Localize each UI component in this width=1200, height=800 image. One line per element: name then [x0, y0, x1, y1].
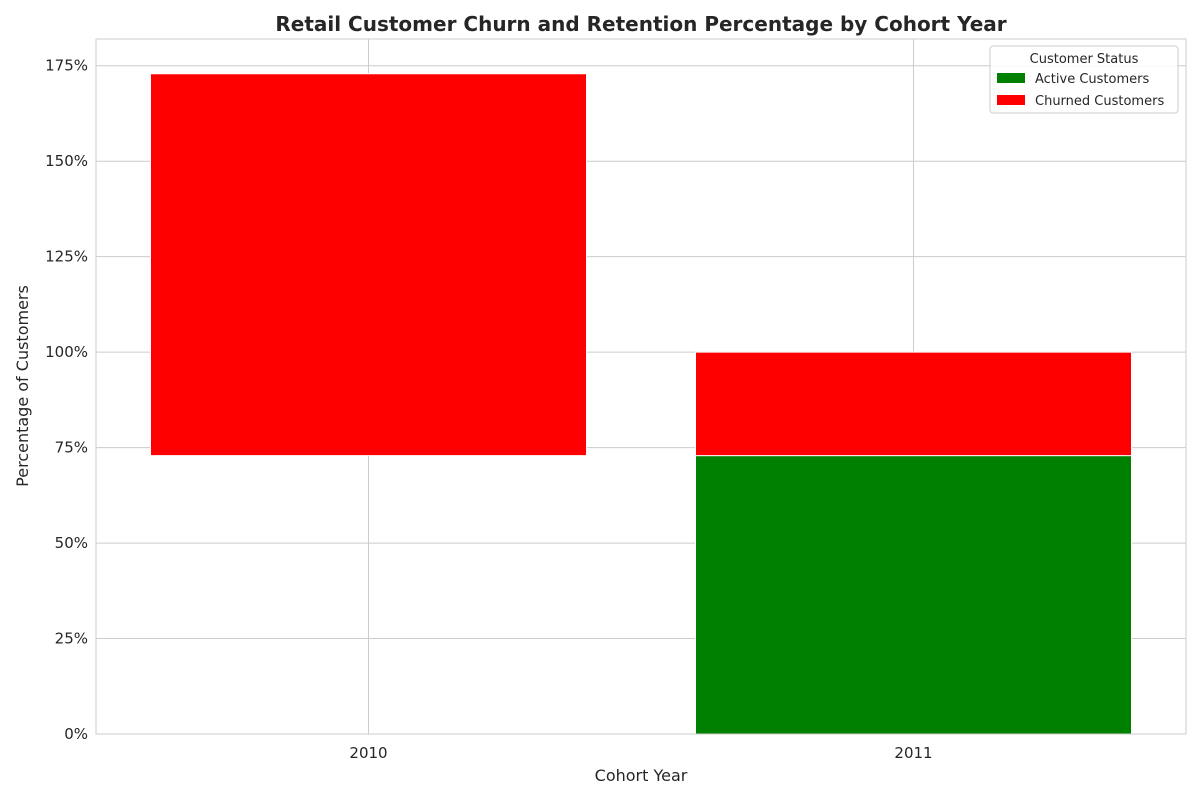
x-axis-title: Cohort Year: [595, 766, 688, 785]
legend-swatch-churned: [997, 95, 1025, 105]
y-tick-label: 100%: [45, 343, 88, 361]
x-tick-labels: 2010 2011: [349, 744, 932, 762]
legend-box: [989, 45, 1179, 114]
y-tick-label: 75%: [55, 439, 88, 457]
chart-title: Retail Customer Churn and Retention Perc…: [275, 12, 1006, 36]
y-axis-title: Percentage of Customers: [13, 285, 32, 487]
y-tick-label: 50%: [55, 534, 88, 552]
y-tick-label: 175%: [45, 57, 88, 75]
x-tick-label: 2010: [349, 744, 387, 762]
y-tick-labels: 0% 25% 50% 75% 100% 125% 150% 175%: [45, 57, 88, 743]
y-tick-label: 0%: [64, 725, 88, 743]
legend-swatch-active: [997, 73, 1025, 83]
y-tick-label: 150%: [45, 152, 88, 170]
legend-label-active: Active Customers: [1035, 72, 1149, 87]
x-tick-label: 2011: [894, 744, 932, 762]
bars-layer: [150, 73, 1132, 735]
plot-frame: [95, 38, 1187, 735]
bar-churned-customers-2011: [695, 351, 1132, 457]
bar-active-customers-2011: [695, 455, 1132, 735]
bar-churned-customers-2010: [150, 73, 587, 457]
legend-title: Customer Status: [1030, 52, 1139, 67]
y-tick-label: 125%: [45, 248, 88, 266]
legend: Customer Status Active Customers Churned…: [989, 45, 1179, 114]
legend-label-churned: Churned Customers: [1035, 94, 1164, 109]
y-tick-label: 25%: [55, 630, 88, 648]
